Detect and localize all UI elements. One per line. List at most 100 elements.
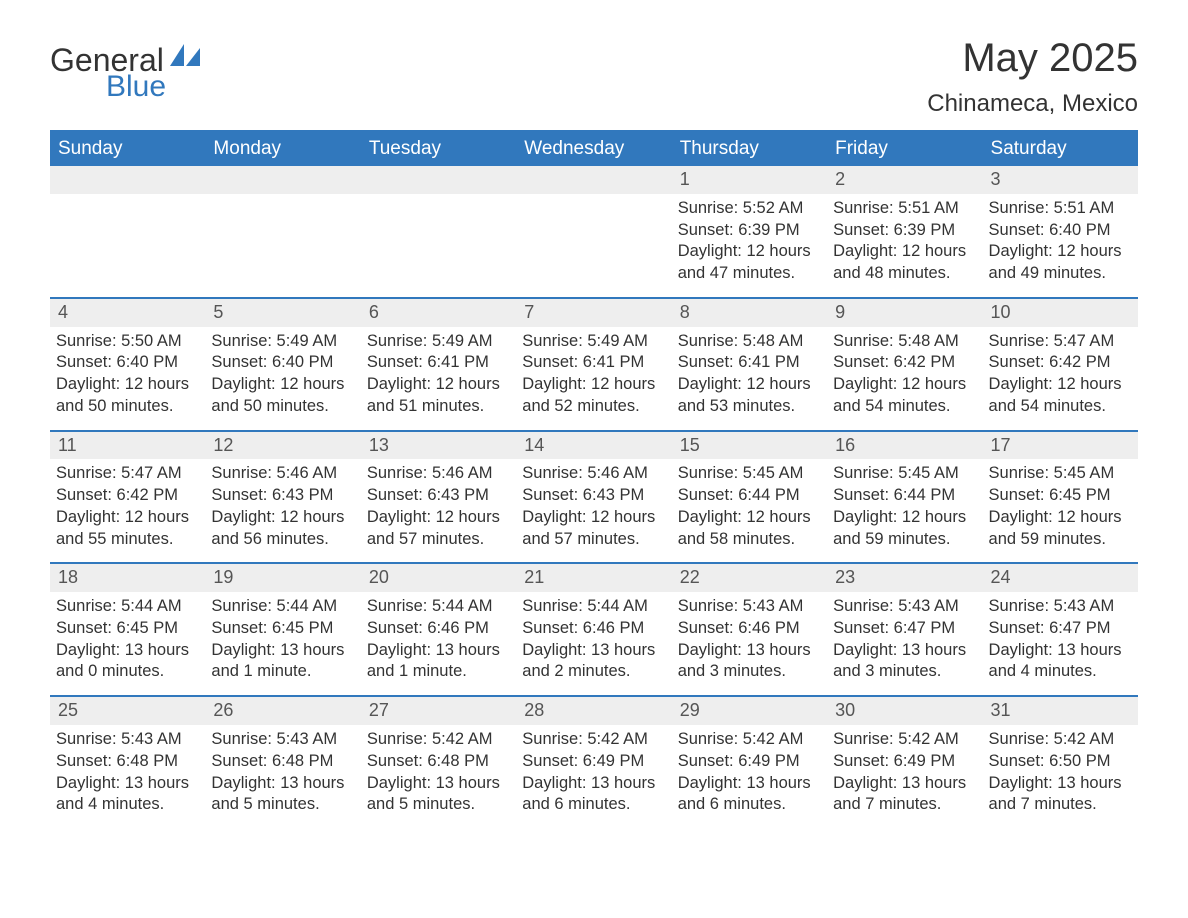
day-header: Tuesday — [361, 132, 516, 166]
sunrise-text: Sunrise: 5:48 AM — [678, 331, 821, 353]
day-header: Sunday — [50, 132, 205, 166]
day-number: 26 — [205, 697, 360, 725]
day-body: Sunrise: 5:49 AMSunset: 6:41 PMDaylight:… — [516, 327, 671, 430]
sunrise-text: Sunrise: 5:51 AM — [833, 198, 976, 220]
sunset-text: Sunset: 6:39 PM — [833, 220, 976, 242]
day-body: Sunrise: 5:43 AMSunset: 6:47 PMDaylight:… — [983, 592, 1138, 695]
day-body: Sunrise: 5:46 AMSunset: 6:43 PMDaylight:… — [516, 459, 671, 562]
sunset-text: Sunset: 6:41 PM — [522, 352, 665, 374]
day-number-empty — [205, 166, 360, 194]
day-body: Sunrise: 5:43 AMSunset: 6:48 PMDaylight:… — [205, 725, 360, 828]
day-cell: 20Sunrise: 5:44 AMSunset: 6:46 PMDayligh… — [361, 564, 516, 695]
daylight-text: Daylight: 13 hours and 7 minutes. — [833, 773, 976, 817]
sunrise-text: Sunrise: 5:43 AM — [56, 729, 199, 751]
sunrise-text: Sunrise: 5:43 AM — [678, 596, 821, 618]
daylight-text: Daylight: 12 hours and 57 minutes. — [522, 507, 665, 551]
day-number: 11 — [50, 432, 205, 460]
day-number: 24 — [983, 564, 1138, 592]
day-cell: 31Sunrise: 5:42 AMSunset: 6:50 PMDayligh… — [983, 697, 1138, 828]
day-cell: 23Sunrise: 5:43 AMSunset: 6:47 PMDayligh… — [827, 564, 982, 695]
day-body: Sunrise: 5:44 AMSunset: 6:46 PMDaylight:… — [361, 592, 516, 695]
day-number-empty — [50, 166, 205, 194]
calendar-table: Sunday Monday Tuesday Wednesday Thursday… — [50, 130, 1138, 828]
day-body: Sunrise: 5:45 AMSunset: 6:45 PMDaylight:… — [983, 459, 1138, 562]
day-body: Sunrise: 5:46 AMSunset: 6:43 PMDaylight:… — [205, 459, 360, 562]
daylight-text: Daylight: 12 hours and 48 minutes. — [833, 241, 976, 285]
sunrise-text: Sunrise: 5:49 AM — [367, 331, 510, 353]
day-body: Sunrise: 5:45 AMSunset: 6:44 PMDaylight:… — [827, 459, 982, 562]
daylight-text: Daylight: 12 hours and 50 minutes. — [56, 374, 199, 418]
sunset-text: Sunset: 6:48 PM — [367, 751, 510, 773]
day-number: 5 — [205, 299, 360, 327]
day-cell: 13Sunrise: 5:46 AMSunset: 6:43 PMDayligh… — [361, 432, 516, 563]
page-header: General Blue May 2025 Chinameca, Mexico — [50, 38, 1138, 122]
sunset-text: Sunset: 6:41 PM — [367, 352, 510, 374]
day-cell — [50, 166, 205, 297]
sunset-text: Sunset: 6:46 PM — [678, 618, 821, 640]
week-row: 11Sunrise: 5:47 AMSunset: 6:42 PMDayligh… — [50, 430, 1138, 563]
day-cell: 9Sunrise: 5:48 AMSunset: 6:42 PMDaylight… — [827, 299, 982, 430]
day-cell — [205, 166, 360, 297]
daylight-text: Daylight: 13 hours and 7 minutes. — [989, 773, 1132, 817]
day-body: Sunrise: 5:42 AMSunset: 6:50 PMDaylight:… — [983, 725, 1138, 828]
day-number: 9 — [827, 299, 982, 327]
day-number: 15 — [672, 432, 827, 460]
day-cell: 11Sunrise: 5:47 AMSunset: 6:42 PMDayligh… — [50, 432, 205, 563]
sunrise-text: Sunrise: 5:42 AM — [522, 729, 665, 751]
day-number: 30 — [827, 697, 982, 725]
day-body: Sunrise: 5:52 AMSunset: 6:39 PMDaylight:… — [672, 194, 827, 297]
sunset-text: Sunset: 6:47 PM — [833, 618, 976, 640]
sunset-text: Sunset: 6:46 PM — [367, 618, 510, 640]
sunrise-text: Sunrise: 5:48 AM — [833, 331, 976, 353]
day-number: 27 — [361, 697, 516, 725]
day-cell: 4Sunrise: 5:50 AMSunset: 6:40 PMDaylight… — [50, 299, 205, 430]
day-number: 8 — [672, 299, 827, 327]
day-header-row: Sunday Monday Tuesday Wednesday Thursday… — [50, 132, 1138, 166]
day-number: 31 — [983, 697, 1138, 725]
day-body: Sunrise: 5:51 AMSunset: 6:40 PMDaylight:… — [983, 194, 1138, 297]
day-body: Sunrise: 5:49 AMSunset: 6:41 PMDaylight:… — [361, 327, 516, 430]
daylight-text: Daylight: 12 hours and 49 minutes. — [989, 241, 1132, 285]
day-number: 22 — [672, 564, 827, 592]
day-cell: 1Sunrise: 5:52 AMSunset: 6:39 PMDaylight… — [672, 166, 827, 297]
day-number: 14 — [516, 432, 671, 460]
day-cell: 7Sunrise: 5:49 AMSunset: 6:41 PMDaylight… — [516, 299, 671, 430]
sunset-text: Sunset: 6:40 PM — [56, 352, 199, 374]
week-row: 25Sunrise: 5:43 AMSunset: 6:48 PMDayligh… — [50, 695, 1138, 828]
day-number: 21 — [516, 564, 671, 592]
day-cell: 15Sunrise: 5:45 AMSunset: 6:44 PMDayligh… — [672, 432, 827, 563]
sunrise-text: Sunrise: 5:45 AM — [989, 463, 1132, 485]
day-header: Friday — [827, 132, 982, 166]
sunrise-text: Sunrise: 5:44 AM — [367, 596, 510, 618]
day-number: 12 — [205, 432, 360, 460]
daylight-text: Daylight: 13 hours and 4 minutes. — [989, 640, 1132, 684]
sunrise-text: Sunrise: 5:47 AM — [989, 331, 1132, 353]
sunrise-text: Sunrise: 5:42 AM — [367, 729, 510, 751]
daylight-text: Daylight: 13 hours and 6 minutes. — [678, 773, 821, 817]
day-body: Sunrise: 5:43 AMSunset: 6:48 PMDaylight:… — [50, 725, 205, 828]
daylight-text: Daylight: 12 hours and 59 minutes. — [833, 507, 976, 551]
day-body: Sunrise: 5:43 AMSunset: 6:47 PMDaylight:… — [827, 592, 982, 695]
sunset-text: Sunset: 6:40 PM — [211, 352, 354, 374]
sunrise-text: Sunrise: 5:49 AM — [522, 331, 665, 353]
week-row: 18Sunrise: 5:44 AMSunset: 6:45 PMDayligh… — [50, 562, 1138, 695]
day-cell: 26Sunrise: 5:43 AMSunset: 6:48 PMDayligh… — [205, 697, 360, 828]
sunset-text: Sunset: 6:47 PM — [989, 618, 1132, 640]
daylight-text: Daylight: 13 hours and 3 minutes. — [678, 640, 821, 684]
daylight-text: Daylight: 13 hours and 0 minutes. — [56, 640, 199, 684]
sunset-text: Sunset: 6:48 PM — [56, 751, 199, 773]
day-body: Sunrise: 5:50 AMSunset: 6:40 PMDaylight:… — [50, 327, 205, 430]
daylight-text: Daylight: 12 hours and 50 minutes. — [211, 374, 354, 418]
sunrise-text: Sunrise: 5:45 AM — [833, 463, 976, 485]
calendar-page: General Blue May 2025 Chinameca, Mexico … — [0, 0, 1188, 858]
location-label: Chinameca, Mexico — [927, 92, 1138, 116]
day-cell: 24Sunrise: 5:43 AMSunset: 6:47 PMDayligh… — [983, 564, 1138, 695]
sunrise-text: Sunrise: 5:47 AM — [56, 463, 199, 485]
sunset-text: Sunset: 6:45 PM — [211, 618, 354, 640]
day-cell: 6Sunrise: 5:49 AMSunset: 6:41 PMDaylight… — [361, 299, 516, 430]
day-body: Sunrise: 5:45 AMSunset: 6:44 PMDaylight:… — [672, 459, 827, 562]
day-number: 28 — [516, 697, 671, 725]
day-number-empty — [361, 166, 516, 194]
sunset-text: Sunset: 6:45 PM — [989, 485, 1132, 507]
day-body: Sunrise: 5:49 AMSunset: 6:40 PMDaylight:… — [205, 327, 360, 430]
